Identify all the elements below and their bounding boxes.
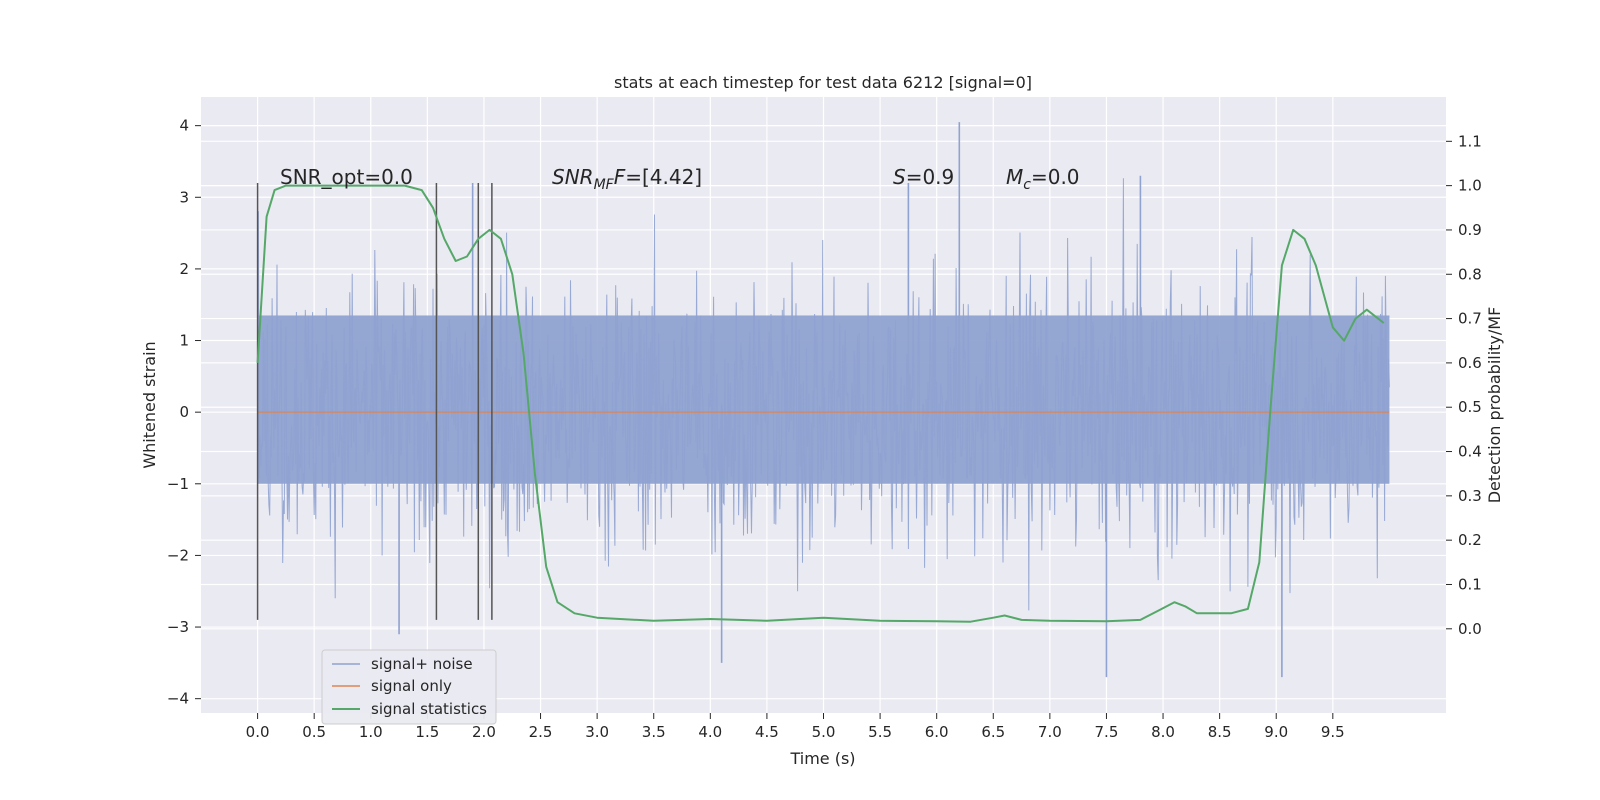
x-tick-label: 0.0 bbox=[246, 723, 270, 741]
y2-ticks: 1.1 1.0 0.9 0.8 0.7 0.6 0.5 0.4 0.3 0.2 0.1 0.0 bbox=[1446, 132, 1482, 638]
annotation-snr-mf: SNRMFF=[4.42] bbox=[552, 165, 702, 193]
y2-tick-label: 0.4 bbox=[1458, 443, 1482, 461]
x-tick-label: 4.0 bbox=[698, 723, 722, 741]
legend: signal+ noise signal only signal statist… bbox=[321, 649, 497, 725]
signal-statistics-series bbox=[256, 184, 1385, 623]
x-tick-label: 3.0 bbox=[585, 723, 609, 741]
x-tick-label: 8.5 bbox=[1208, 723, 1232, 741]
annotation-s: S=0.9 bbox=[893, 165, 954, 189]
y2-tick-label: 0.6 bbox=[1458, 354, 1482, 372]
y-tick-label: 2 bbox=[179, 260, 189, 278]
x-tick-label: 6.5 bbox=[981, 723, 1005, 741]
y-tick-label: −3 bbox=[167, 618, 189, 636]
x-tick-label: 6.0 bbox=[925, 723, 949, 741]
x-tick-label: 4.5 bbox=[755, 723, 779, 741]
y-tick-label: −4 bbox=[167, 690, 189, 708]
y2-tick-label: 0.2 bbox=[1458, 531, 1482, 549]
x-tick-label: 1.0 bbox=[359, 723, 383, 741]
y2-tick-label: 1.0 bbox=[1458, 177, 1482, 195]
annotation-s-main: S bbox=[893, 165, 906, 189]
x-axis-label: Time (s) bbox=[789, 749, 855, 768]
annotation-snr-opt: SNR_opt=0.0 bbox=[280, 165, 413, 189]
x-tick-label: 7.5 bbox=[1095, 723, 1119, 741]
y-axis-label: Whitened strain bbox=[140, 341, 159, 468]
annotation-mc-main: M bbox=[1006, 165, 1023, 189]
y-tick-label: 3 bbox=[179, 188, 189, 206]
y2-tick-label: 0.9 bbox=[1458, 221, 1482, 239]
y-ticks: 4 3 2 1 0 −1 −2 −3 −4 bbox=[167, 117, 201, 708]
chart-title: stats at each timestep for test data 621… bbox=[614, 73, 1032, 92]
x-tick-label: 2.0 bbox=[472, 723, 496, 741]
annotation-snr-mf-sub: MF bbox=[594, 177, 615, 193]
noise-trace bbox=[257, 178, 1390, 611]
y2-tick-label: 0.1 bbox=[1458, 575, 1482, 593]
y2-axis-label: Detection probability/MF bbox=[1485, 307, 1504, 504]
y2-tick-label: 0.7 bbox=[1458, 310, 1482, 328]
legend-label-signal-only: signal only bbox=[371, 677, 452, 695]
x-tick-label: 7.0 bbox=[1038, 723, 1062, 741]
x-tick-label: 5.0 bbox=[812, 723, 836, 741]
x-tick-label: 5.5 bbox=[868, 723, 892, 741]
x-tick-label: 2.5 bbox=[529, 723, 553, 741]
y-tick-label: 0 bbox=[179, 403, 189, 421]
y-tick-label: 4 bbox=[179, 117, 189, 135]
y2-tick-label: 0.8 bbox=[1458, 265, 1482, 283]
noise-series bbox=[257, 122, 1390, 678]
x-tick-label: 0.5 bbox=[302, 723, 326, 741]
annotation-snr-mf-main: SNR bbox=[552, 165, 594, 189]
annotation-mc: Mc=0.0 bbox=[1006, 165, 1080, 193]
annotation-mc-sub: c bbox=[1023, 177, 1031, 193]
annotation-s-val: =0.9 bbox=[906, 165, 955, 189]
legend-box bbox=[321, 649, 497, 725]
y2-tick-label: 0.3 bbox=[1458, 487, 1482, 505]
x-tick-label: 1.5 bbox=[415, 723, 439, 741]
annotation-snr-mf-val: =[4.42] bbox=[625, 165, 702, 189]
y2-tick-label: 1.1 bbox=[1458, 132, 1482, 150]
x-tick-label: 9.5 bbox=[1321, 723, 1345, 741]
x-ticks: 0.0 0.5 1.0 1.5 2.0 2.5 3.0 3.5 4.0 4.5 5.0 5.5 6.0 6… bbox=[246, 713, 1345, 741]
y2-tick-label: 0.5 bbox=[1458, 398, 1482, 416]
annotation-mc-val: =0.0 bbox=[1031, 165, 1080, 189]
legend-label-signal-noise: signal+ noise bbox=[371, 655, 473, 673]
x-tick-label: 3.5 bbox=[642, 723, 666, 741]
y-tick-label: −2 bbox=[167, 546, 189, 564]
x-tick-label: 9.0 bbox=[1264, 723, 1288, 741]
x-tick-label: 8.0 bbox=[1151, 723, 1175, 741]
legend-label-signal-statistics: signal statistics bbox=[371, 700, 487, 718]
vertical-markers bbox=[256, 182, 493, 620]
signal-statistics-line bbox=[256, 184, 1385, 623]
y-tick-label: −1 bbox=[167, 475, 189, 493]
y-tick-label: 1 bbox=[179, 332, 189, 350]
y2-tick-label: 0.0 bbox=[1458, 620, 1482, 638]
